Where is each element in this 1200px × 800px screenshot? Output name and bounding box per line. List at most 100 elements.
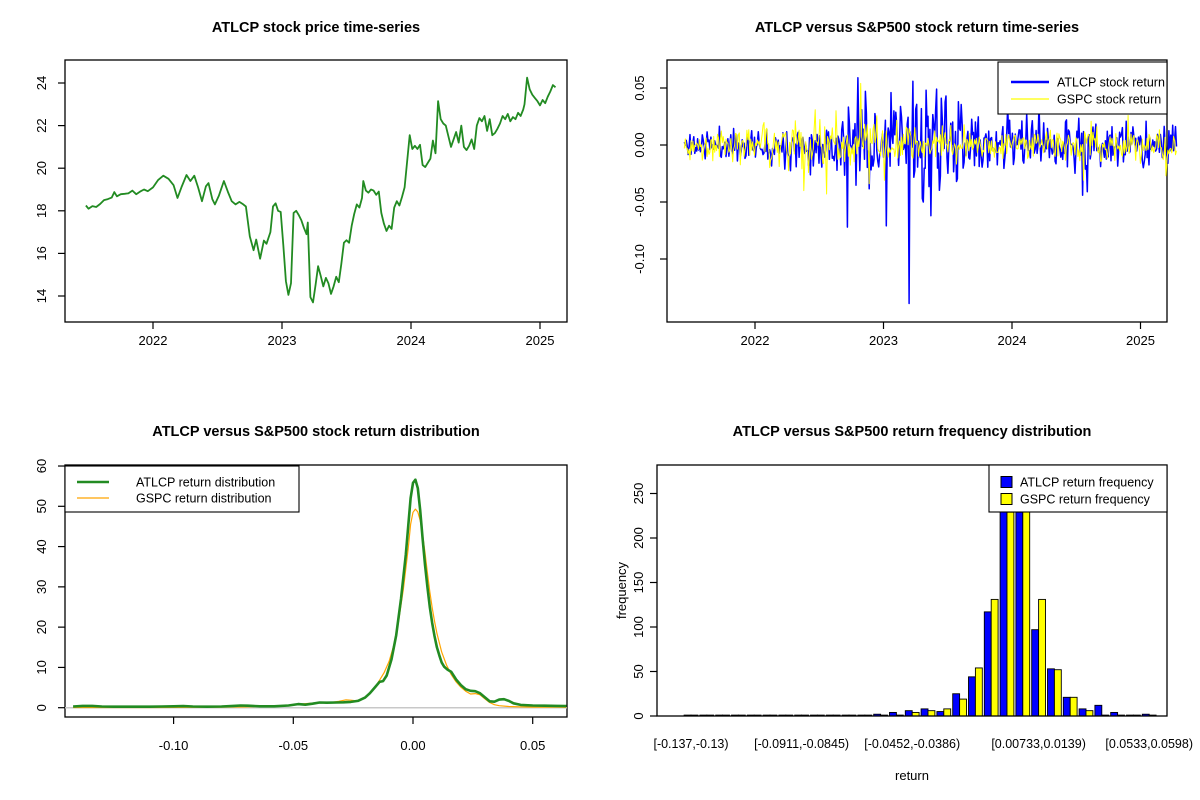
plot-border xyxy=(64,59,568,323)
legend-label: ATLCP return distribution xyxy=(136,476,275,490)
legend-label: ATLCP stock return xyxy=(1057,76,1165,90)
x-bin-label: [-0.0911,-0.0845) xyxy=(754,737,849,751)
y-tick-label: 24 xyxy=(34,76,49,90)
bar-gspc xyxy=(1022,509,1031,717)
x-tick-label: -0.10 xyxy=(159,738,189,753)
x-tick-label: 2022 xyxy=(741,333,770,348)
bar-gspc xyxy=(990,598,999,717)
bar-atlcp xyxy=(1015,511,1024,717)
x-tick-label: 0.05 xyxy=(520,738,545,753)
bar-atlcp xyxy=(968,676,976,717)
y-tick-label: 50 xyxy=(631,664,646,678)
bar-atlcp xyxy=(936,711,945,717)
bar-gspc xyxy=(1085,710,1094,717)
bar-atlcp xyxy=(983,611,992,717)
y-tick-label: 0 xyxy=(34,704,49,711)
plot-border xyxy=(64,464,568,718)
x-tick-label: 2025 xyxy=(1126,333,1155,348)
y-tick-label: 250 xyxy=(631,483,646,505)
legend-label: GSPC stock return xyxy=(1057,93,1161,107)
x-tick-label: 2024 xyxy=(397,333,426,348)
bar-gspc xyxy=(959,698,967,717)
y-tick-label: 40 xyxy=(34,539,49,553)
legend-label: GSPC return frequency xyxy=(1020,493,1151,507)
x-bin-label: [-0.0452,-0.0386) xyxy=(864,737,960,751)
y-tick-label: 50 xyxy=(34,499,49,513)
gspc-density-line xyxy=(73,508,567,709)
x-tick-label: 2024 xyxy=(998,333,1027,348)
plot-border xyxy=(656,464,1168,717)
legend-box xyxy=(988,464,1168,513)
bar-atlcp xyxy=(904,710,913,717)
legend-label: ATLCP return frequency xyxy=(1020,476,1154,490)
legend-box xyxy=(997,61,1168,115)
bar-atlcp xyxy=(952,693,961,717)
x-bin-label: [0.0533,0.0598) xyxy=(1105,737,1193,751)
panel-price-timeseries: ATLCP stock price time-series 2022 2023 20… xyxy=(0,0,600,400)
legend-box xyxy=(64,465,300,513)
returns-chart: 2022 2023 2024 2025 0.05 0.00 -0.05 -0.10 ATLCP … xyxy=(632,59,1178,348)
x-bin-label: [0.00733,0.0139) xyxy=(991,737,1086,751)
y-tick-label: 0.00 xyxy=(632,132,647,157)
y-tick-label: 20 xyxy=(34,620,49,634)
y-axis-title: frequency xyxy=(614,561,629,619)
bar-gspc xyxy=(1053,669,1062,717)
histogram-chart: 0 50 100 150 200 250 [-0.137,-0.13) [-0.0911,-0… xyxy=(614,464,1193,783)
panel-return-distribution: ATLCP versus S&P500 stock return distrib… xyxy=(0,400,600,800)
y-tick-label: 14 xyxy=(34,289,49,303)
y-tick-label: 22 xyxy=(34,118,49,132)
bar-atlcp xyxy=(1047,668,1055,717)
bar-gspc xyxy=(1069,696,1078,717)
bar-atlcp xyxy=(1062,696,1071,717)
returns-chart-title: ATLCP versus S&P500 stock return time-se… xyxy=(754,20,1080,36)
y-tick-label: -0.10 xyxy=(632,244,647,274)
density-chart: -0.10 -0.05 0.00 0.05 0 10 20 30 40 50 60 ATLCP ret… xyxy=(34,459,568,753)
gspc-return-line xyxy=(683,82,1177,195)
y-tick-label: 100 xyxy=(631,616,646,638)
histogram-bars xyxy=(683,509,1157,717)
density-chart-title: ATLCP versus S&P500 stock return distrib… xyxy=(152,424,480,440)
y-tick-label: 10 xyxy=(34,660,49,674)
bar-gspc xyxy=(943,708,952,717)
y-tick-label: 20 xyxy=(34,161,49,175)
price-chart-title: ATLCP stock price time-series xyxy=(211,20,421,36)
legend-label: GSPC return distribution xyxy=(136,492,272,506)
y-tick-label: 30 xyxy=(34,580,49,594)
y-tick-label: 18 xyxy=(34,204,49,218)
x-tick-label: 0.00 xyxy=(400,738,425,753)
plot-border xyxy=(666,59,1168,323)
bar-gspc xyxy=(1006,511,1015,717)
x-tick-label: 2023 xyxy=(869,333,898,348)
y-tick-label: 16 xyxy=(34,246,49,260)
x-tick-label: 2025 xyxy=(526,333,555,348)
panel-frequency-distribution: ATLCP versus S&P500 return frequency dis… xyxy=(600,400,1200,800)
bar-atlcp xyxy=(1094,704,1103,717)
y-tick-label: -0.05 xyxy=(632,187,647,217)
bar-atlcp xyxy=(1031,629,1040,717)
bar-gspc xyxy=(1038,598,1046,717)
bar-atlcp xyxy=(920,708,929,717)
y-tick-label: 0.05 xyxy=(632,75,647,100)
y-tick-label: 150 xyxy=(631,572,646,594)
hist-chart-title: ATLCP versus S&P500 return frequency dis… xyxy=(732,424,1092,440)
legend-square-marker xyxy=(1000,493,1013,505)
y-tick-label: 60 xyxy=(34,459,49,473)
x-tick-label: 2022 xyxy=(139,333,168,348)
bar-gspc xyxy=(927,710,936,717)
price-line xyxy=(85,76,557,304)
x-tick-label: -0.05 xyxy=(278,738,308,753)
atlcp-return-line xyxy=(683,76,1178,305)
x-axis-title: return xyxy=(895,768,929,783)
y-tick-label: 200 xyxy=(631,527,646,549)
atlcp-density-line xyxy=(73,478,567,709)
x-tick-label: 2023 xyxy=(268,333,297,348)
legend-square-marker xyxy=(1000,476,1013,488)
bar-atlcp xyxy=(1078,708,1087,717)
y-tick-label: 0 xyxy=(631,712,646,719)
bar-atlcp xyxy=(999,509,1008,717)
panel-return-timeseries: ATLCP versus S&P500 stock return time-se… xyxy=(600,0,1200,400)
bar-gspc xyxy=(974,667,983,717)
x-bin-label: [-0.137,-0.13) xyxy=(653,737,728,751)
